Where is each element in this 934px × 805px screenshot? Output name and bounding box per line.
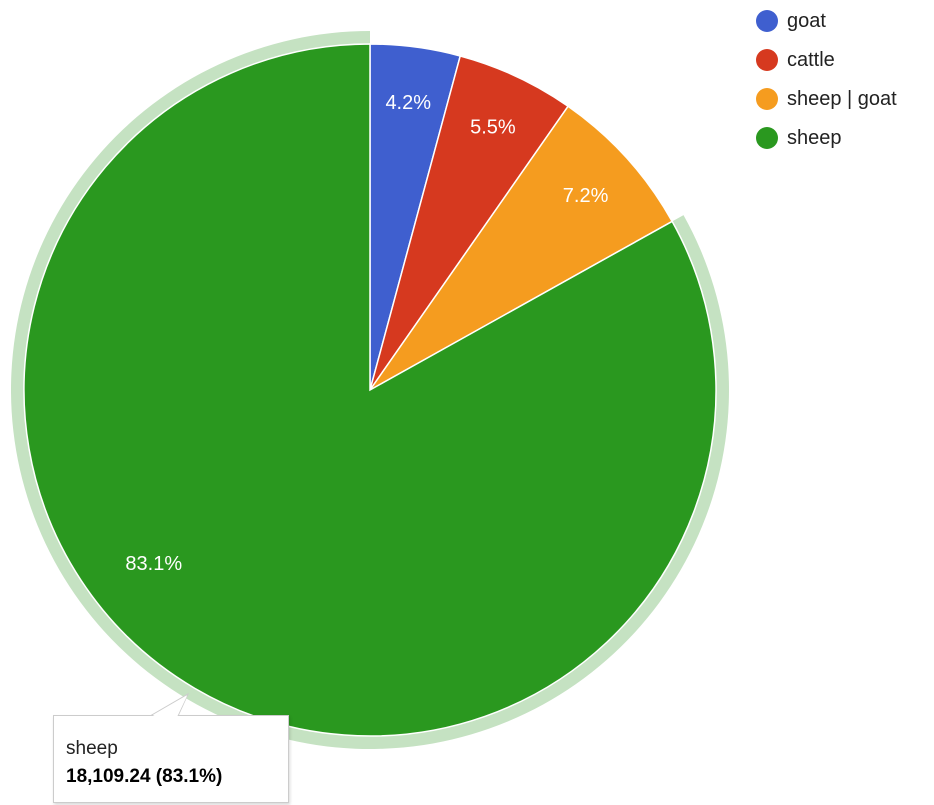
legend-swatch-goat: [756, 10, 778, 32]
pie-slices: [23, 43, 717, 737]
legend-label: sheep: [787, 126, 842, 149]
legend-swatch-sheep: [756, 127, 778, 149]
legend: goat cattle sheep | goat sheep: [756, 8, 897, 164]
tooltip-name: sheep: [66, 738, 118, 759]
legend-item-goat[interactable]: goat: [756, 8, 897, 34]
legend-item-sheep[interactable]: sheep: [756, 125, 897, 151]
legend-label: cattle: [787, 48, 835, 71]
tooltip-value: 18,109.24 (83.1%): [66, 766, 223, 787]
slice-labels: 4.2% 5.5% 7.2% 83.1%: [125, 92, 608, 575]
pie-slice-sheep[interactable]: [23, 43, 717, 737]
legend-label: goat: [787, 9, 826, 32]
legend-swatch-cattle: [756, 49, 778, 71]
slice-label-goat: 4.2%: [385, 92, 431, 114]
slice-label-sheep: 83.1%: [125, 553, 182, 575]
legend-item-sheep-goat[interactable]: sheep | goat: [756, 86, 897, 112]
pie-slice-sheep-goat[interactable]: [369, 105, 674, 391]
tooltip: sheep 18,109.24 (83.1%): [53, 715, 289, 803]
legend-swatch-sheep-goat: [756, 88, 778, 110]
slice-label-cattle: 5.5%: [470, 117, 516, 139]
legend-label: sheep | goat: [787, 87, 897, 110]
slice-label-sheep-goat: 7.2%: [563, 185, 609, 207]
legend-item-cattle[interactable]: cattle: [756, 47, 897, 73]
